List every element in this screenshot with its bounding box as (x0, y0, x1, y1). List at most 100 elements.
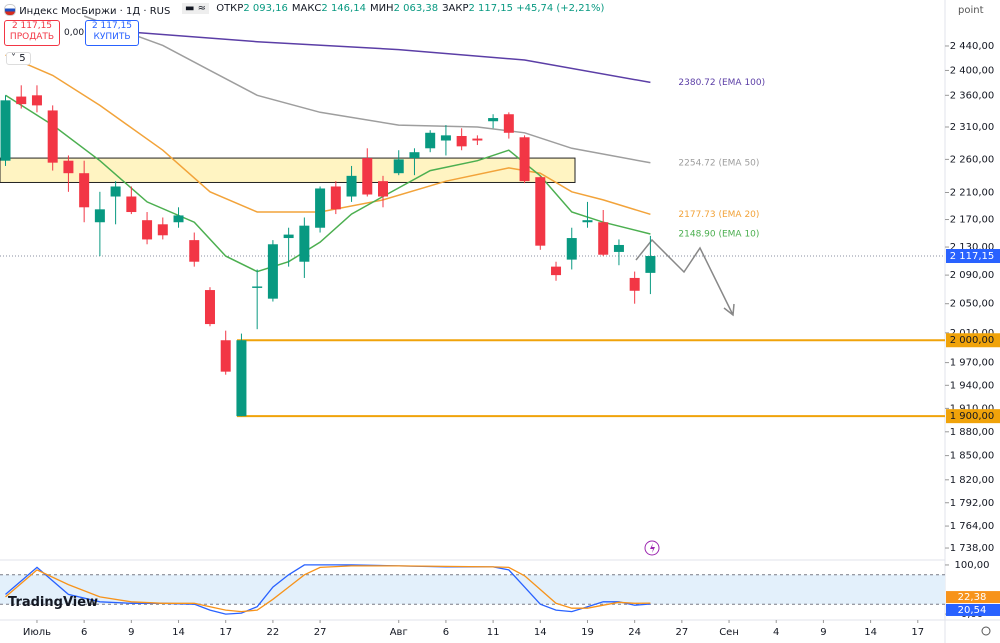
buy-button[interactable]: 2 117,15 КУПИТЬ (85, 20, 139, 46)
candle-body (31, 95, 42, 106)
candle-body (613, 244, 624, 252)
band (0, 574, 945, 605)
candle-body (346, 175, 357, 197)
menu-icon[interactable]: ▬ ≈ (182, 3, 210, 14)
x-tick-label: 4 (773, 627, 779, 638)
x-tick-label: 24 (628, 627, 641, 638)
candle-body (204, 290, 215, 325)
ema-line (5, 54, 651, 216)
y-tick-label: 2 210,00 (950, 187, 995, 198)
candle-body (16, 96, 27, 105)
x-tick-label: 17 (911, 627, 924, 638)
candle-body (157, 224, 168, 236)
ohlc-value: 2 146,14 (321, 3, 366, 14)
event-bolt (650, 543, 655, 553)
candle-body (126, 196, 137, 213)
x-tick-label: 17 (219, 627, 232, 638)
candle-body (629, 277, 640, 291)
unit: point (958, 5, 984, 16)
ohlc-values: ОТКР2 093,16 МАКС2 146,14 МИН2 063,38 ЗАКР2… (212, 3, 513, 14)
candle-body (220, 340, 231, 372)
y-tick-label: 1 850,00 (950, 451, 995, 462)
level-box (946, 333, 1000, 348)
y-tick-label: 2 130,00 (950, 242, 995, 253)
candle-body (283, 234, 294, 239)
value-label-box (946, 591, 1000, 604)
spread: 0,00 (64, 28, 85, 38)
ema-label: 2148.90 (EMA 10) (678, 229, 759, 239)
ema-label: 2254.72 (EMA 50) (678, 158, 759, 168)
y-tick-label: 2 400,00 (950, 65, 995, 76)
buy-label: КУПИТЬ (93, 32, 131, 42)
projection-drawing (635, 238, 734, 316)
y-tick-label: 1 820,00 (950, 475, 995, 486)
x-tick-label: Авг (390, 627, 408, 638)
x-tick-label: 27 (675, 627, 688, 638)
sell-button[interactable]: 2 117,15 ПРОДАТЬ (4, 20, 60, 46)
candle-body (551, 266, 562, 276)
x-tick-label: 14 (172, 627, 185, 638)
y-tick-label: 1 792,00 (950, 498, 995, 509)
y-tick-label: 2 090,00 (950, 270, 995, 281)
candle-body (236, 340, 247, 417)
ohlc-value: 2 063,38 (393, 3, 439, 14)
ohlc-key: МАКС (291, 3, 322, 14)
ohlc-value: 2 117,15 (468, 3, 514, 14)
y-tick-label: 1 970,00 (950, 358, 995, 369)
flag (4, 4, 16, 16)
candle-body (110, 186, 121, 197)
candle-body (472, 138, 483, 141)
x-tick-label: 6 (443, 627, 449, 638)
candle-body (519, 137, 530, 182)
arrow-head (723, 303, 735, 317)
x-tick-label: 14 (864, 627, 877, 638)
candle-body (173, 215, 184, 223)
candle-body (566, 238, 577, 260)
indicator-toggle[interactable]: ˅ 5 (6, 52, 31, 65)
candle-body (79, 173, 90, 208)
y-tick-label: 1 940,00 (950, 380, 995, 391)
sell-label: ПРОДАТЬ (9, 32, 55, 42)
candle-body (189, 240, 200, 262)
ema-line (5, 94, 651, 273)
ohlc-key: ОТКР (216, 3, 244, 14)
buy-price: 2 117,15 (91, 21, 133, 31)
price-axis (945, 0, 1000, 643)
candle-body (535, 177, 546, 246)
ohlc-key: МИН (369, 3, 394, 14)
title-row: Индекс МосБиржи · 1Д · RUS (4, 4, 170, 17)
ohlc-row: ▬ ≈ ОТКР2 093,16 МАКС2 146,14 МИН2 063,38 З… (182, 3, 604, 14)
candle-body (378, 181, 389, 197)
candle-body (315, 188, 326, 228)
candle-body (440, 135, 451, 141)
candle-body (503, 114, 514, 133)
candle-body (362, 158, 373, 195)
value-label: 22,38 (958, 592, 987, 603)
x-tick-label: 9 (128, 627, 134, 638)
level-label: 2 000,00 (950, 335, 995, 346)
candle-body (582, 220, 593, 223)
symbol-title: Индекс МосБиржи · 1Д · RUS (19, 6, 171, 17)
candle-body (0, 100, 11, 161)
candle-body (330, 186, 341, 210)
last-price-box (946, 249, 1000, 264)
candle-body (488, 118, 499, 122)
value-label: 20,54 (958, 605, 987, 616)
candle-body (63, 160, 74, 174)
event-icon[interactable] (644, 540, 660, 556)
candle-body (267, 244, 278, 299)
candle-body (142, 220, 153, 240)
x-tick-label: 6 (81, 627, 87, 638)
candle-body (409, 152, 420, 159)
y-tick-label: 100,00 (955, 560, 990, 571)
settings-icon[interactable] (981, 626, 991, 636)
x-tick-label: 22 (267, 627, 280, 638)
y-tick-label: 2 170,00 (950, 215, 995, 226)
zone (0, 157, 576, 183)
oscillator-line (5, 565, 651, 613)
change: +45,74 (+2,21%) (516, 3, 605, 14)
ema-label: 2177.73 (EMA 20) (678, 210, 759, 220)
y-tick-label: 2 260,00 (950, 154, 995, 165)
value-label-box (946, 603, 1000, 616)
